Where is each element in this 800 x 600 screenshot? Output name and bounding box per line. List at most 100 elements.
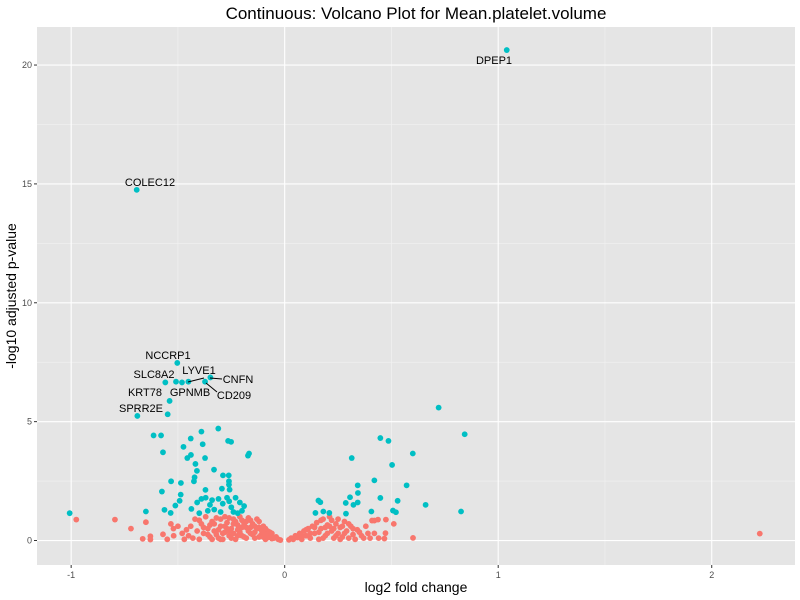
data-point-significant [355, 490, 361, 496]
data-point-significant [422, 501, 429, 508]
data-point-significant [187, 435, 194, 442]
data-point-not-significant [187, 523, 194, 530]
data-point-significant [458, 508, 464, 515]
data-point-significant [211, 466, 217, 473]
data-point-not-significant [202, 513, 209, 520]
data-point-significant [368, 508, 375, 515]
data-point-not-significant [307, 535, 314, 542]
data-point-significant [377, 495, 384, 501]
data-point-significant [142, 508, 149, 515]
data-point-not-significant [371, 530, 378, 537]
data-point-significant [178, 480, 184, 486]
data-point-significant [204, 507, 211, 514]
data-point-significant [317, 499, 324, 506]
data-point-not-significant [298, 532, 305, 539]
data-point-significant [215, 425, 222, 432]
data-point-not-significant [217, 516, 224, 523]
y-tick-label: 10 [22, 298, 32, 308]
data-point-significant [403, 482, 410, 489]
data-point-significant [168, 478, 174, 485]
data-point-significant [167, 510, 174, 516]
data-point-significant [326, 510, 333, 516]
gene-label: CD209 [217, 390, 251, 402]
data-point-not-significant [175, 523, 181, 530]
data-point-not-significant [410, 534, 416, 541]
x-tick-label: 1 [496, 570, 501, 580]
data-point-significant [226, 481, 232, 488]
data-point-not-significant [217, 536, 224, 543]
data-point-significant [174, 360, 181, 366]
data-point-significant [389, 462, 395, 468]
data-point-not-significant [266, 529, 273, 536]
y-tick-label: 5 [27, 417, 32, 427]
data-point-significant [66, 510, 73, 517]
data-point-significant [226, 498, 233, 505]
data-point-not-significant [230, 530, 237, 537]
data-point-significant [172, 502, 179, 509]
data-point-significant [394, 497, 401, 504]
data-point-significant [180, 443, 187, 450]
data-point-not-significant [371, 517, 378, 524]
data-point-significant [241, 503, 248, 509]
data-point-significant [188, 452, 194, 458]
data-point-not-significant [350, 531, 356, 538]
data-point-not-significant [382, 530, 389, 537]
y-axis-label: -log10 adjusted p-value [3, 223, 19, 369]
gene-label: CNFN [223, 374, 254, 386]
data-point-not-significant [239, 532, 245, 539]
data-point-significant [161, 506, 168, 513]
data-point-significant [134, 413, 141, 419]
data-point-significant [179, 379, 185, 386]
data-point-not-significant [362, 523, 369, 530]
gene-label: DPEP1 [476, 55, 512, 67]
data-point-not-significant [196, 536, 203, 543]
data-point-not-significant [318, 517, 324, 524]
gene-label: SPRR2E [119, 403, 163, 415]
data-point-not-significant [311, 524, 318, 531]
data-point-not-significant [234, 526, 241, 533]
grid-lines [37, 27, 795, 565]
data-point-not-significant [303, 532, 309, 539]
data-point-significant [225, 472, 232, 479]
gene-label: NCCRP1 [145, 350, 190, 362]
data-point-significant [312, 510, 319, 516]
data-point-not-significant [226, 528, 233, 534]
data-point-not-significant [382, 516, 389, 523]
data-point-significant [164, 411, 171, 418]
data-point-significant [207, 374, 214, 381]
data-point-not-significant [230, 520, 237, 527]
data-point-not-significant [330, 525, 337, 532]
data-point-not-significant [352, 536, 359, 543]
data-point-significant [320, 508, 327, 515]
x-tick-label: 2 [709, 570, 714, 580]
x-tick-label: -1 [67, 570, 75, 580]
data-point-significant [209, 497, 215, 503]
data-point-not-significant [179, 530, 186, 537]
data-point-significant [354, 499, 361, 506]
data-point-not-significant [262, 525, 269, 532]
data-point-not-significant [335, 516, 341, 523]
label-connector [187, 377, 205, 383]
data-point-not-significant [256, 524, 262, 531]
data-point-significant [219, 500, 226, 507]
gene-label: COLEC12 [125, 177, 175, 189]
data-point-not-significant [160, 531, 166, 538]
data-point-significant [239, 507, 245, 514]
data-point-significant [192, 461, 199, 467]
data-point-significant [503, 47, 510, 53]
data-point-not-significant [221, 523, 228, 530]
data-point-not-significant [333, 532, 339, 539]
data-point-significant [159, 488, 165, 495]
data-point-significant [207, 501, 213, 508]
data-point-significant [150, 432, 157, 439]
data-point-significant [343, 510, 349, 517]
data-point-not-significant [228, 535, 235, 542]
data-point-not-significant [226, 515, 233, 521]
data-point-significant [219, 485, 225, 492]
data-point-significant [202, 455, 208, 461]
data-point-not-significant [339, 523, 346, 530]
data-point-not-significant [112, 516, 118, 523]
data-point-significant [217, 509, 224, 515]
data-point-significant [211, 506, 218, 513]
data-point-not-significant [303, 526, 309, 533]
